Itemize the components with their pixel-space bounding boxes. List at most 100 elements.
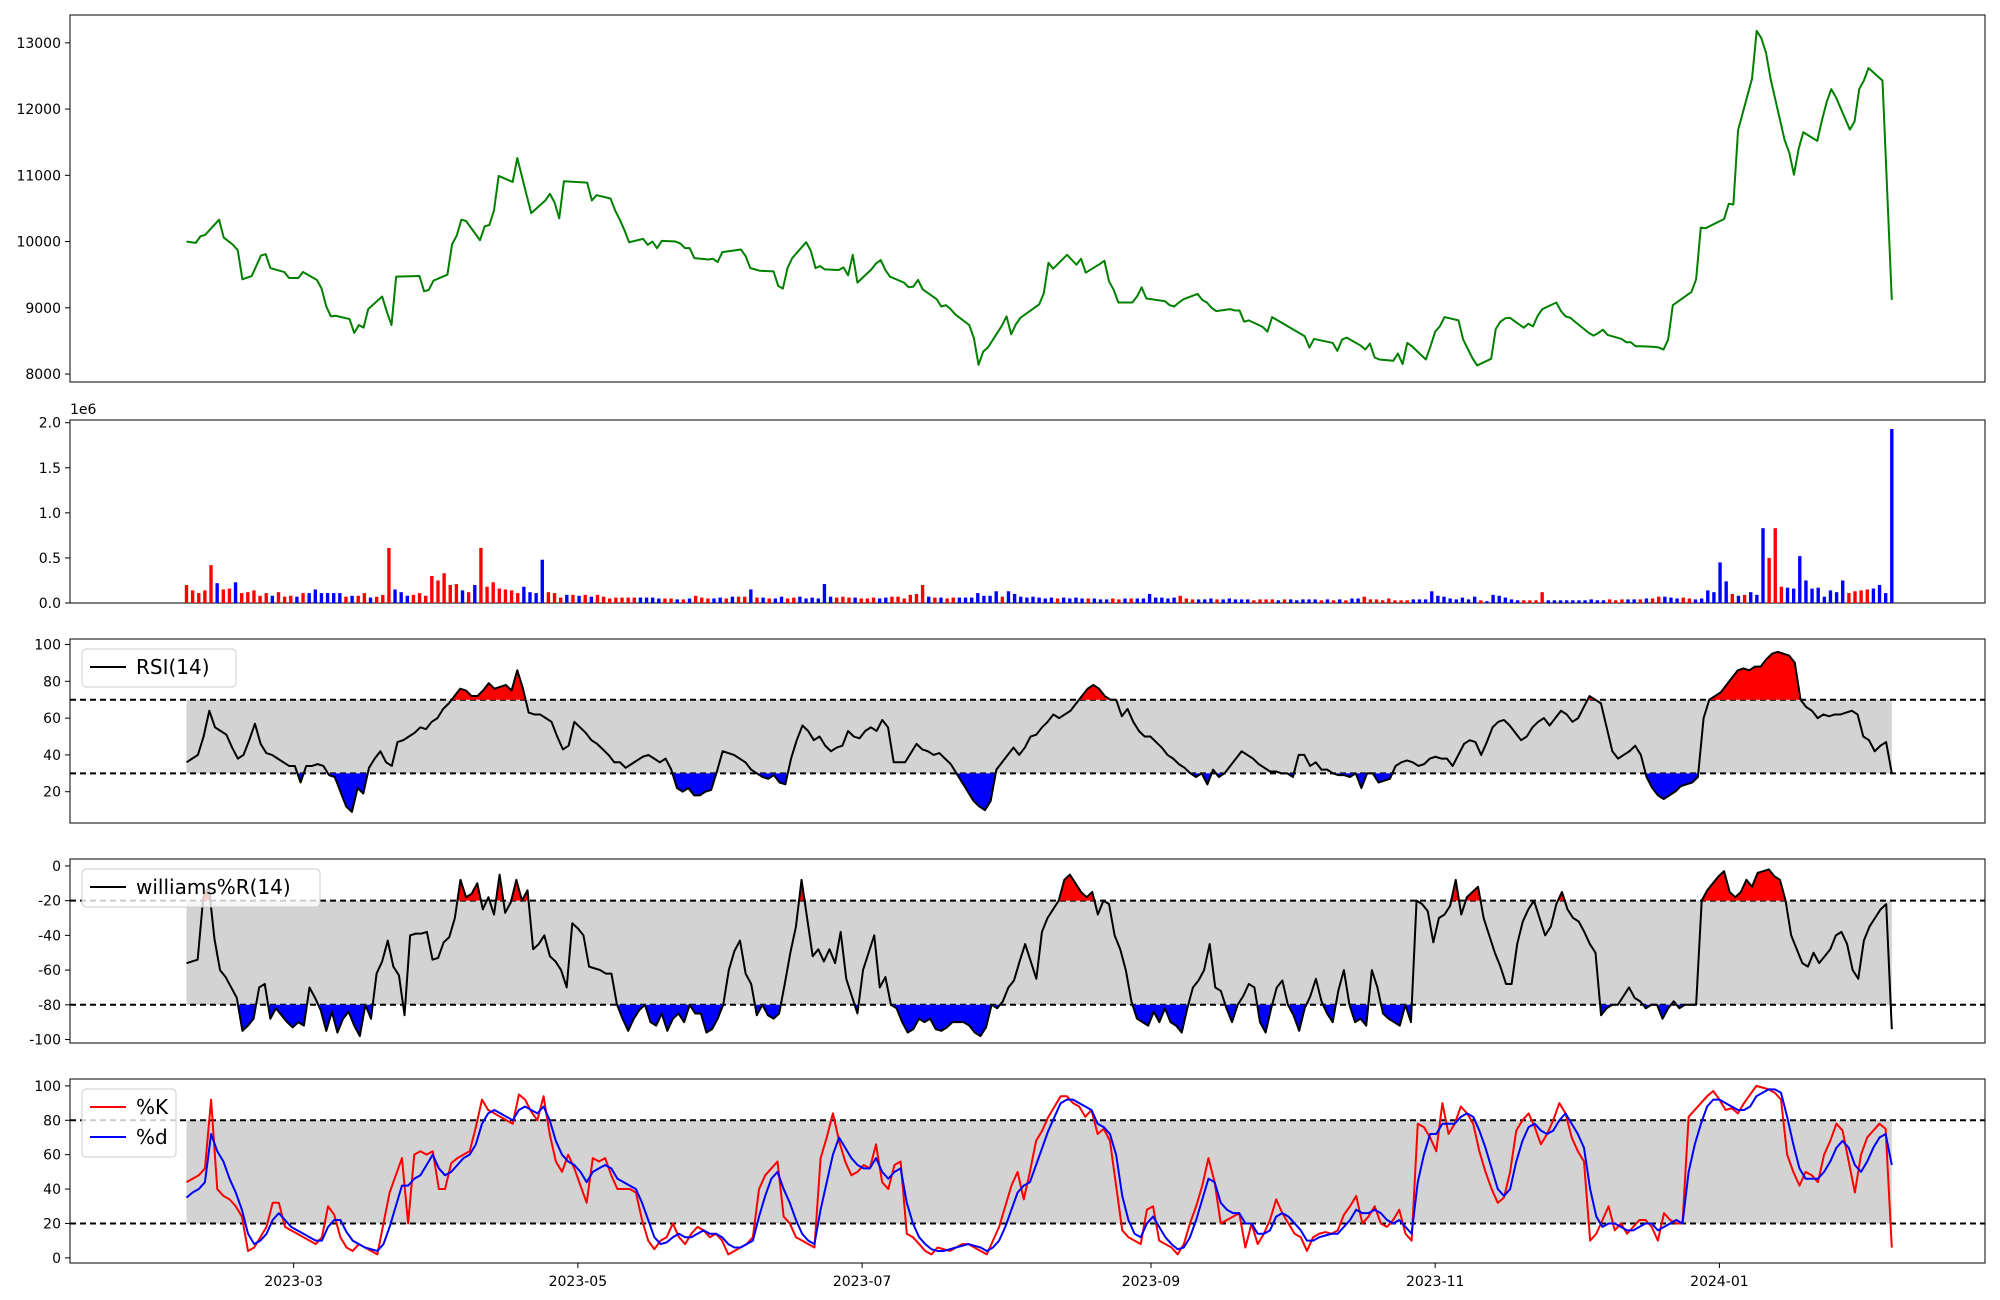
rsi-line-0 xyxy=(185,650,1893,813)
volume-bar xyxy=(835,597,839,603)
volume-bar xyxy=(558,597,563,603)
volume-bar xyxy=(651,597,655,603)
volume-bar xyxy=(730,596,735,603)
volume-bar xyxy=(497,588,502,603)
volume-bar xyxy=(712,598,716,603)
rsi-overbought-fill xyxy=(451,670,526,700)
volume-bar xyxy=(1049,597,1054,603)
volume-bar xyxy=(1190,599,1195,603)
volume-bar xyxy=(1019,596,1023,603)
rsi-axes-frame xyxy=(69,638,1986,824)
williams-oversold-fill xyxy=(1257,1004,1273,1033)
volume-bar xyxy=(301,593,305,603)
xtick-label: 2024-01 xyxy=(1690,1274,1749,1290)
volume-bar xyxy=(1742,594,1747,603)
volume-bar xyxy=(1215,599,1219,603)
volume-bar xyxy=(595,594,600,603)
volume-bar xyxy=(1724,581,1728,603)
stochastic-panel: 0 20 40 60 80 100 %K %d 2023-03 2023-05 2023-07 202… xyxy=(34,1078,1986,1290)
volume-bar xyxy=(749,589,753,603)
volume-bar xyxy=(1644,598,1649,603)
price-ytick-label: 13000 xyxy=(16,36,61,52)
volume-bar xyxy=(706,598,710,603)
volume-bar xyxy=(307,593,311,603)
rsi-ytick-label: 100 xyxy=(34,638,61,654)
volume-bar xyxy=(1282,599,1287,603)
volume-bar xyxy=(190,590,195,603)
volume-bar xyxy=(1356,598,1360,603)
price-axes-frame xyxy=(69,14,1986,383)
volume-bar xyxy=(976,593,980,603)
volume-bar xyxy=(632,597,636,603)
volume-bar xyxy=(1301,599,1305,603)
volume-bar xyxy=(902,598,906,603)
volume-bar xyxy=(1834,592,1839,603)
volume-bar xyxy=(1092,598,1097,603)
volume-bar xyxy=(1172,597,1176,603)
volume-bar xyxy=(1098,599,1103,603)
volume-bar xyxy=(675,599,679,603)
volume-bar xyxy=(368,597,373,603)
volume-bar xyxy=(988,595,992,603)
volume-bar xyxy=(1479,600,1483,603)
williams-oversold-fill xyxy=(1349,1004,1369,1026)
volume-bar xyxy=(1264,599,1268,603)
rsi-oversold-fill xyxy=(672,773,717,796)
williams-oversold-fill xyxy=(237,1004,257,1031)
volume-bar xyxy=(1883,593,1888,603)
volume-bar xyxy=(1043,598,1047,603)
volume-bar xyxy=(1767,557,1771,603)
volume-bar xyxy=(1000,596,1005,603)
volume-bar xyxy=(503,589,508,603)
volume-bar xyxy=(1086,598,1090,603)
volume-bar xyxy=(1221,599,1225,603)
volume-bar xyxy=(1276,600,1281,603)
volume-bar xyxy=(479,548,483,603)
xtick-label: 2023-11 xyxy=(1406,1274,1465,1290)
volume-bar xyxy=(571,594,575,603)
volume-bar xyxy=(1160,597,1164,603)
volume-bar xyxy=(436,580,440,603)
price-ytick-label: 9000 xyxy=(25,301,61,317)
volume-bar xyxy=(700,597,704,603)
price-ytick-label: 8000 xyxy=(25,367,61,383)
volume-bar xyxy=(1736,595,1741,603)
volume-bar xyxy=(871,597,876,603)
volume-bar xyxy=(945,598,949,603)
volume-bar xyxy=(1632,599,1636,603)
price-line xyxy=(186,29,1893,367)
volume-bar xyxy=(994,591,998,603)
volume-bar xyxy=(761,597,765,603)
volume-bar xyxy=(411,594,416,603)
volume-bar xyxy=(393,589,397,603)
rsi-ytick-label: 80 xyxy=(43,674,61,690)
volume-bar xyxy=(1393,600,1397,603)
volume-bar xyxy=(424,595,428,603)
volume-bar xyxy=(687,598,692,603)
volume-bar xyxy=(1552,600,1557,603)
volume-bar xyxy=(350,595,354,603)
xtick-label: 2023-03 xyxy=(264,1274,323,1290)
volume-bar xyxy=(565,594,569,603)
williams-legend-label: williams%R(14) xyxy=(136,875,291,899)
volume-bar xyxy=(1693,599,1698,603)
volume-bar xyxy=(1515,600,1520,603)
volume-bar xyxy=(1614,600,1618,603)
williams-oversold-fill xyxy=(1600,1004,1613,1016)
volume-bar xyxy=(1331,600,1336,603)
volume-bar xyxy=(1626,599,1630,603)
rsi-band xyxy=(186,699,1892,774)
volume-bar xyxy=(1288,599,1293,603)
volume-bar xyxy=(644,597,649,603)
volume-bar xyxy=(773,598,778,603)
volume-bar xyxy=(1681,597,1685,603)
volume-bar xyxy=(963,597,968,603)
volume-bar xyxy=(822,584,827,603)
rsi-overbought-fill xyxy=(1079,685,1111,700)
volume-bar xyxy=(1890,429,1894,603)
volume-bar xyxy=(1209,598,1213,603)
volume-bar xyxy=(1012,593,1017,603)
rsi-oversold-fill xyxy=(1645,773,1699,800)
